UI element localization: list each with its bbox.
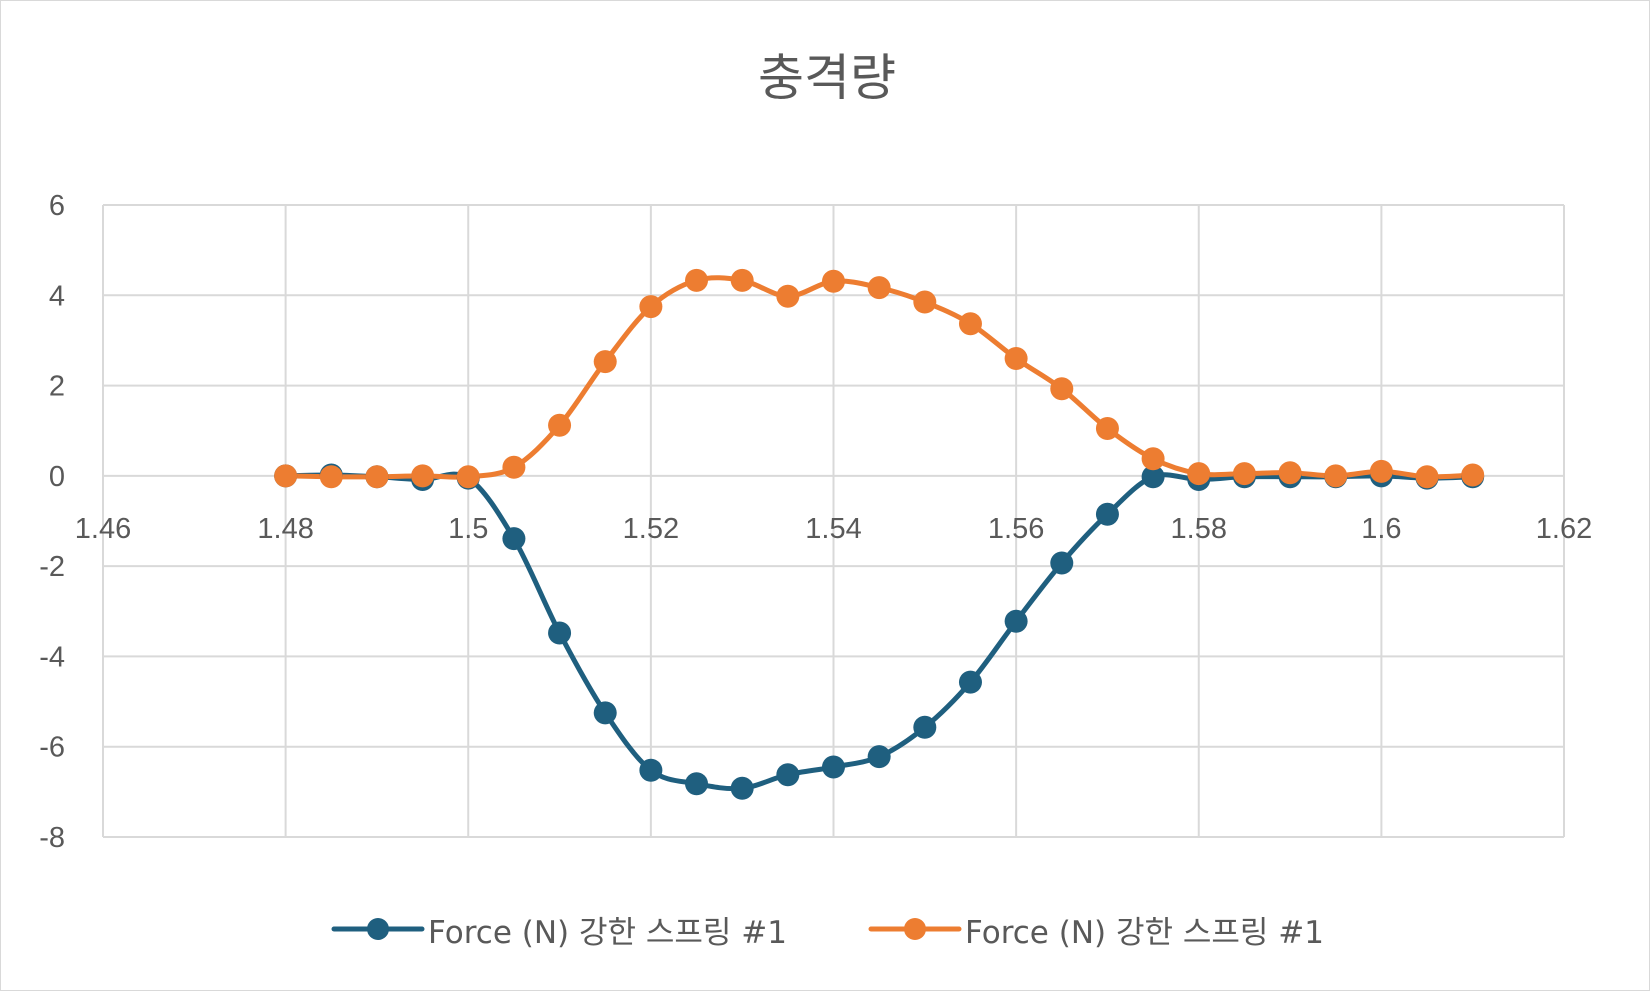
series-2-point [502,455,526,479]
y-tick-label: -6 [39,732,65,764]
series-2-point [776,284,800,308]
series-2-point [1324,464,1348,488]
series-2-point [685,268,709,292]
y-tick-label: -8 [39,822,65,854]
series-2-point [319,465,343,489]
series-1-point [593,701,617,725]
legend-entry-series-1[interactable]: Force (N) 강한 스프링 #1 [330,907,787,952]
series-1-point [913,715,937,739]
legend-label-series-1: Force (N) 강한 스프링 #1 [428,914,787,951]
series-1-point [548,621,572,645]
series-2-point [1187,462,1211,486]
series-1-point [639,758,663,782]
series-1-point [502,527,526,551]
series-1-point [822,755,845,779]
series-2-point [1278,461,1302,485]
series-1-point [776,763,800,787]
series-2-point [1004,346,1028,370]
y-tick-label: 2 [49,371,65,403]
series-2-point [958,312,982,336]
series-2-point [867,276,891,300]
y-tick-label: 4 [49,280,65,312]
series-2-point [1095,416,1119,440]
series-2-point [1141,447,1165,471]
series-1-point [685,772,709,796]
x-tick-label: 1.56 [988,513,1044,545]
series-2-point [1369,459,1393,483]
series-1-point [958,670,982,694]
series-2-point [1232,462,1256,486]
legend-marker-series-2 [868,918,962,940]
series-2-point [411,464,435,488]
series-2-point [456,465,480,489]
series-2-point [730,268,754,292]
legend-marker-series-1 [331,918,425,940]
legend: Force (N) 강한 스프링 #1 Force (N) 강한 스프링 #1 [1,901,1652,957]
legend-label-series-2: Force (N) 강한 스프링 #1 [965,914,1324,951]
series-1-point [1095,502,1119,526]
series-2-line [283,275,1476,480]
series-2-point [822,269,845,293]
series-2-point [593,350,617,374]
x-tick-label: 1.52 [623,513,679,545]
x-tick-label: 1.48 [257,513,313,545]
series-2-point [365,465,389,489]
series-2-point [913,290,937,314]
plot-area: 6 4 2 0 -2 -4 -6 -8 1.46 1.48 1.5 1.52 1.54 1.56 1.58 1… [39,190,1592,854]
x-tick-label: 1.62 [1536,513,1592,545]
x-tick-label: 1.58 [1171,513,1227,545]
series-2-point [274,464,298,488]
series-2-point [1050,377,1074,401]
series-2-point [548,413,572,437]
y-tick-label: -4 [39,641,65,673]
x-tick-label: 1.46 [75,513,131,545]
y-tick-label: -2 [39,551,65,583]
series-1-point [1050,551,1074,575]
x-tick-label: 1.5 [448,513,488,545]
series-1-point [867,745,891,769]
series-1-point [1004,609,1028,633]
x-tick-label: 1.54 [805,513,861,545]
chart-title: 충격량 [758,49,896,107]
x-tick-label: 1.6 [1361,513,1401,545]
series-2-point [1415,465,1439,489]
series-1-point [730,776,754,800]
y-tick-label: 0 [49,461,65,493]
series-1-point [1141,465,1165,489]
series-2-point [1461,463,1485,487]
y-tick-label: 6 [49,190,65,222]
legend-entry-series-2[interactable]: Force (N) 강한 스프링 #1 [867,907,1324,952]
series-2-point [639,295,663,319]
